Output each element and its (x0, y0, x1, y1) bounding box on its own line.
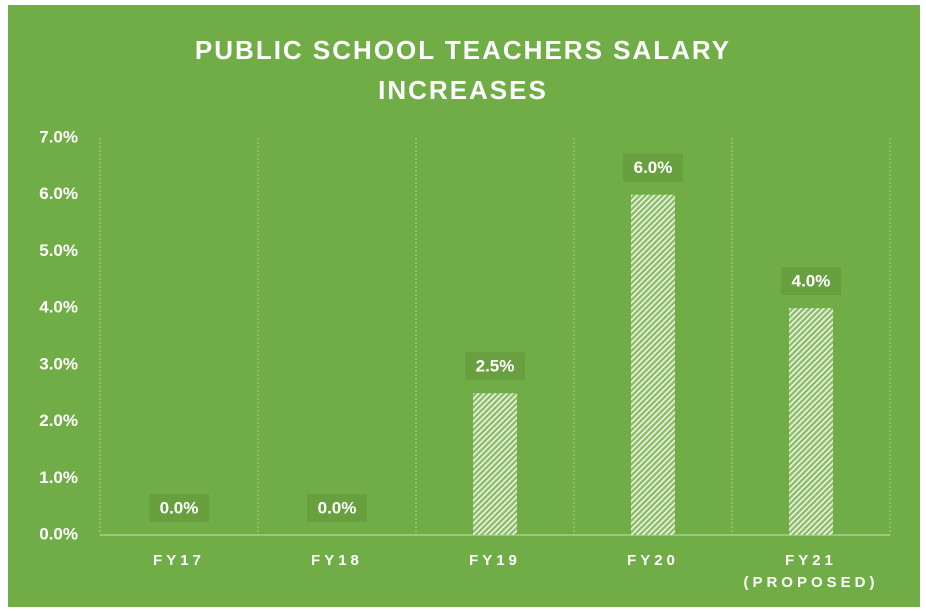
data-label: 6.0% (634, 158, 673, 177)
data-label-box (307, 494, 367, 522)
y-tick-label: 3.0% (39, 354, 78, 373)
bar (473, 393, 517, 535)
y-tick-label: 1.0% (39, 468, 78, 487)
y-tick-label: 4.0% (39, 298, 78, 317)
data-label: 0.0% (318, 498, 357, 517)
y-tick-label: 7.0% (39, 127, 78, 146)
chart-title: PUBLIC SCHOOL TEACHERS SALARY INCREASES (194, 35, 732, 105)
x-tick-label: FY17 (153, 552, 205, 569)
data-label: 2.5% (476, 357, 515, 376)
x-tick-label: FY19 (469, 552, 521, 569)
bar (789, 308, 833, 535)
data-label-box (623, 153, 683, 182)
data-label: 0.0% (160, 498, 199, 517)
y-tick-label: 5.0% (39, 241, 78, 260)
y-tick-label: 2.0% (39, 411, 78, 430)
x-tick-label: FY20 (627, 552, 679, 569)
bar (631, 194, 675, 535)
data-label-box (781, 267, 841, 296)
x-tick-label: FY18 (311, 552, 363, 569)
data-label: 4.0% (792, 272, 831, 291)
y-tick-label: 0.0% (39, 524, 78, 543)
data-label-box (465, 352, 525, 381)
data-label-box (149, 494, 209, 522)
y-tick-label: 6.0% (39, 184, 78, 203)
x-tick-label: FY21 (PROPOSED) (743, 552, 879, 591)
